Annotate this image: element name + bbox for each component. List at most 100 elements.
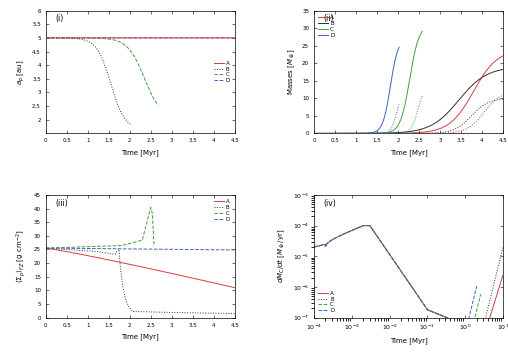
C [364, 223, 370, 228]
C [402, 276, 408, 280]
Line: D: D [314, 47, 399, 133]
Line: B: B [46, 248, 235, 313]
Line: C: C [46, 208, 154, 248]
Text: (i): (i) [55, 14, 64, 23]
B [77, 248, 83, 252]
A [333, 236, 339, 240]
D [360, 223, 366, 228]
C [419, 29, 425, 34]
A [383, 131, 389, 136]
D [77, 36, 83, 40]
D [311, 245, 317, 249]
Text: (iv): (iv) [324, 198, 336, 208]
A [232, 36, 238, 40]
C [133, 240, 139, 244]
D [43, 36, 49, 40]
Y-axis label: $a_p$ [au]: $a_p$ [au] [15, 59, 26, 85]
C [360, 131, 366, 136]
D [115, 247, 121, 251]
C [317, 131, 323, 136]
C [65, 36, 71, 40]
Text: (iii): (iii) [55, 198, 68, 208]
C [401, 106, 407, 110]
D [183, 247, 189, 252]
A [156, 36, 162, 40]
C [469, 326, 475, 330]
A [452, 116, 458, 121]
Line: D: D [46, 248, 235, 250]
D [115, 36, 121, 40]
A [345, 131, 352, 136]
D [232, 36, 238, 40]
Line: A: A [46, 248, 235, 288]
A [476, 329, 482, 333]
B [198, 311, 204, 315]
D [396, 45, 402, 49]
A [360, 223, 366, 228]
A [115, 260, 121, 264]
C [43, 36, 49, 40]
C [91, 244, 98, 249]
A [496, 285, 502, 289]
D [398, 269, 404, 273]
B [65, 36, 71, 40]
B [424, 125, 430, 129]
C [478, 292, 484, 296]
C [342, 131, 348, 136]
D [166, 247, 172, 251]
D [400, 273, 406, 277]
C [155, 103, 161, 108]
A [77, 36, 83, 40]
Y-axis label: $dM_C/dt$ [$M_\oplus$/yr]: $dM_C/dt$ [$M_\oplus$/yr] [276, 229, 288, 283]
A [43, 36, 49, 40]
D [345, 131, 352, 136]
A [434, 127, 440, 132]
A [500, 54, 506, 58]
D [198, 36, 204, 40]
A [311, 245, 317, 249]
D [43, 246, 49, 250]
B [452, 103, 458, 107]
D [460, 322, 466, 327]
B [156, 310, 162, 314]
C [124, 242, 131, 246]
B [311, 131, 317, 136]
B [166, 310, 172, 315]
C [49, 246, 55, 250]
C [311, 245, 317, 249]
A [392, 260, 398, 264]
Line: C: C [314, 226, 481, 328]
B [434, 120, 440, 124]
B [311, 245, 317, 249]
Y-axis label: Masses [$M_\oplus$]: Masses [$M_\oplus$] [286, 48, 297, 96]
A [77, 252, 83, 256]
C [74, 245, 80, 249]
Legend: A, B, C, D: A, B, C, D [317, 289, 336, 315]
C [148, 205, 154, 210]
D [156, 36, 162, 40]
C [478, 293, 484, 297]
B [476, 329, 482, 333]
A [166, 271, 172, 275]
A [311, 131, 317, 136]
C [131, 54, 137, 58]
D [354, 131, 360, 136]
B [345, 131, 352, 136]
D [336, 131, 342, 136]
C [151, 245, 157, 249]
A [183, 36, 189, 40]
Line: A: A [314, 226, 503, 333]
B [43, 36, 49, 40]
D [183, 36, 189, 40]
B [43, 246, 49, 250]
B [466, 86, 472, 90]
Line: B: B [46, 38, 132, 125]
Line: A: A [314, 56, 503, 133]
Legend: A, B, C, D: A, B, C, D [317, 13, 336, 39]
D [340, 131, 346, 136]
C [93, 36, 100, 40]
X-axis label: Time [Myr]: Time [Myr] [390, 337, 427, 344]
A [424, 130, 430, 134]
A [482, 331, 488, 335]
C [334, 235, 340, 239]
